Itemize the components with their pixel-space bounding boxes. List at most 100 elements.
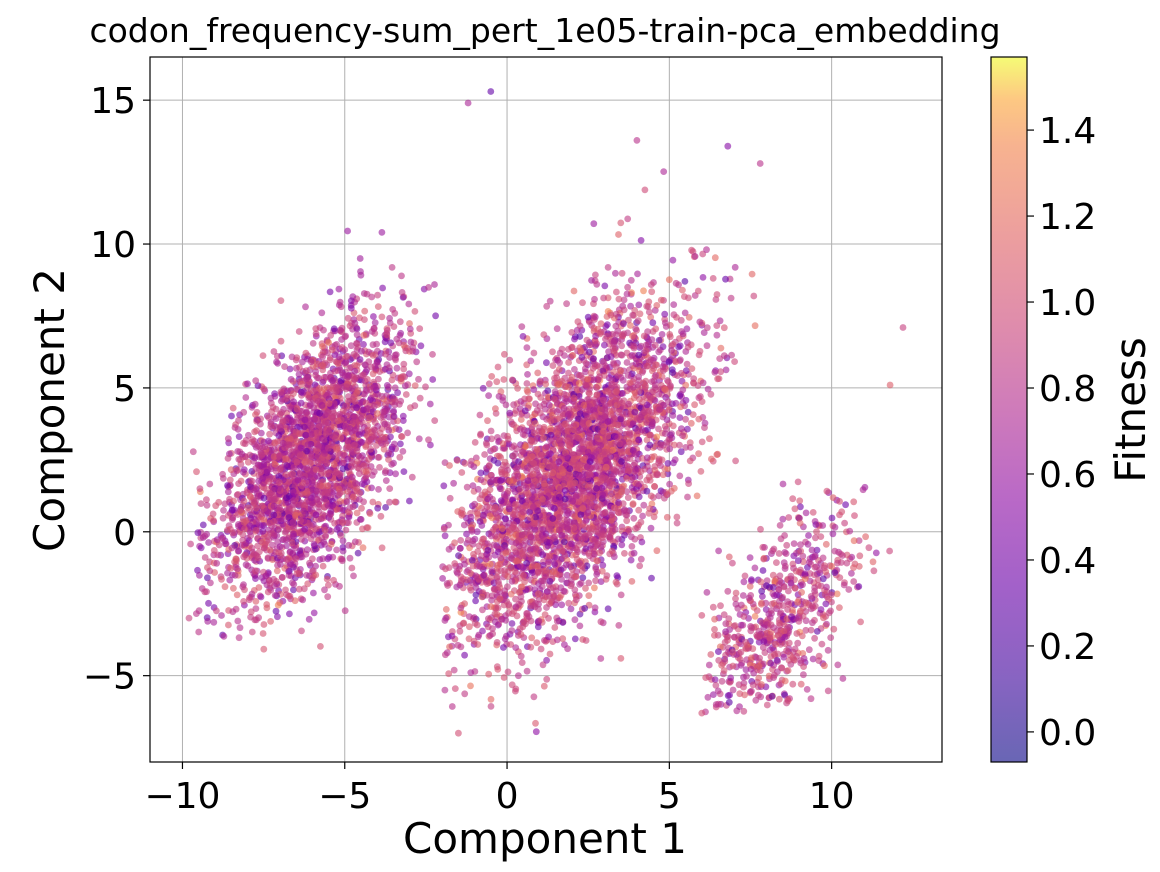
scatter-point bbox=[485, 670, 493, 678]
scatter-point bbox=[628, 578, 636, 585]
scatter-point bbox=[276, 452, 283, 460]
scatter-point bbox=[351, 319, 359, 327]
scatter-point bbox=[272, 607, 280, 615]
scatter-point bbox=[203, 496, 210, 503]
scatter-point bbox=[441, 532, 449, 540]
scatter-point bbox=[221, 500, 229, 508]
scatter-point bbox=[539, 661, 547, 669]
scatter-point bbox=[328, 346, 336, 354]
scatter-point bbox=[302, 367, 310, 375]
scatter-point bbox=[406, 325, 414, 333]
scatter-point bbox=[226, 576, 234, 584]
scatter-point bbox=[357, 454, 365, 462]
scatter-point bbox=[411, 402, 419, 410]
scatter-point bbox=[307, 358, 315, 366]
scatter-point bbox=[378, 229, 386, 236]
points-layer bbox=[185, 88, 907, 737]
scatter-point bbox=[320, 436, 328, 444]
scatter-point bbox=[234, 491, 242, 498]
scatter-point bbox=[590, 220, 598, 228]
scatter-point bbox=[293, 364, 300, 372]
scatter-point bbox=[347, 297, 355, 305]
scatter-point bbox=[661, 310, 669, 318]
scatter-point bbox=[279, 574, 286, 581]
scatter-point bbox=[333, 546, 340, 554]
scatter-point bbox=[457, 544, 464, 552]
scatter-point bbox=[323, 575, 331, 583]
scatter-point bbox=[481, 451, 488, 458]
scatter-point bbox=[576, 580, 584, 588]
scatter-point bbox=[303, 490, 311, 497]
scatter-point bbox=[383, 382, 391, 389]
scatter-point bbox=[324, 593, 332, 601]
scatter-point bbox=[318, 402, 326, 409]
scatter-point bbox=[676, 392, 684, 400]
scatter-point bbox=[493, 663, 501, 671]
scatter-point bbox=[357, 516, 365, 523]
scatter-point bbox=[245, 431, 252, 439]
scatter-point bbox=[441, 686, 449, 694]
scatter-point bbox=[364, 426, 372, 434]
scatter-point bbox=[260, 461, 268, 468]
scatter-point bbox=[319, 555, 327, 563]
scatter-point bbox=[230, 497, 238, 505]
scatter-point bbox=[390, 323, 398, 330]
scatter-point bbox=[354, 549, 362, 557]
scatter-point bbox=[331, 368, 339, 375]
scatter-point bbox=[300, 502, 308, 510]
scatter-point bbox=[382, 477, 390, 484]
scatter-point bbox=[376, 368, 384, 375]
scatter-point bbox=[270, 453, 278, 461]
scatter-point bbox=[483, 441, 491, 449]
scatter-point bbox=[312, 330, 320, 338]
scatter-point bbox=[293, 415, 301, 422]
scatter-point bbox=[345, 393, 352, 400]
scatter-point bbox=[379, 408, 386, 416]
scatter-point bbox=[501, 350, 508, 358]
scatter-point bbox=[312, 466, 320, 473]
scatter-point bbox=[215, 541, 223, 549]
scatter-point bbox=[290, 390, 297, 397]
scatter-point bbox=[505, 601, 513, 609]
scatter-point bbox=[264, 588, 272, 596]
scatter-point bbox=[382, 350, 389, 358]
scatter-point bbox=[344, 227, 351, 235]
scatter-point bbox=[673, 513, 681, 521]
scatter-point bbox=[248, 590, 256, 598]
scatter-point bbox=[344, 437, 352, 445]
scatter-point bbox=[318, 515, 325, 523]
scatter-point bbox=[196, 571, 203, 579]
scatter-point bbox=[369, 498, 377, 506]
scatter-point bbox=[540, 682, 548, 690]
scatter-point bbox=[400, 468, 408, 475]
scatter-point bbox=[336, 423, 344, 431]
scatter-point bbox=[582, 584, 589, 592]
scatter-point bbox=[328, 414, 335, 421]
scatter-point bbox=[477, 430, 484, 438]
scatter-point bbox=[415, 375, 422, 383]
scatter-point bbox=[351, 441, 358, 449]
scatter-point bbox=[275, 484, 282, 492]
scatter-point bbox=[276, 465, 284, 473]
scatter-point bbox=[500, 644, 507, 651]
scatter-point bbox=[303, 546, 311, 554]
scatter-point bbox=[327, 540, 335, 548]
scatter-point bbox=[385, 456, 392, 463]
scatter-point bbox=[213, 559, 221, 567]
scatter-point bbox=[666, 331, 674, 338]
scatter-point bbox=[677, 448, 685, 456]
scatter-point bbox=[273, 352, 281, 360]
scatter-point bbox=[356, 356, 364, 363]
scatter-point bbox=[260, 516, 268, 524]
scatter-point bbox=[302, 303, 309, 311]
scatter-point bbox=[688, 365, 696, 372]
scatter-point bbox=[524, 371, 531, 378]
scatter-point bbox=[292, 544, 300, 552]
scatter-point bbox=[396, 318, 404, 326]
scatter-point bbox=[409, 344, 417, 351]
scatter-point bbox=[303, 458, 311, 466]
scatter-point bbox=[262, 572, 270, 580]
scatter-point bbox=[201, 588, 209, 596]
scatter-point bbox=[353, 509, 361, 517]
scatter-point bbox=[270, 531, 278, 538]
